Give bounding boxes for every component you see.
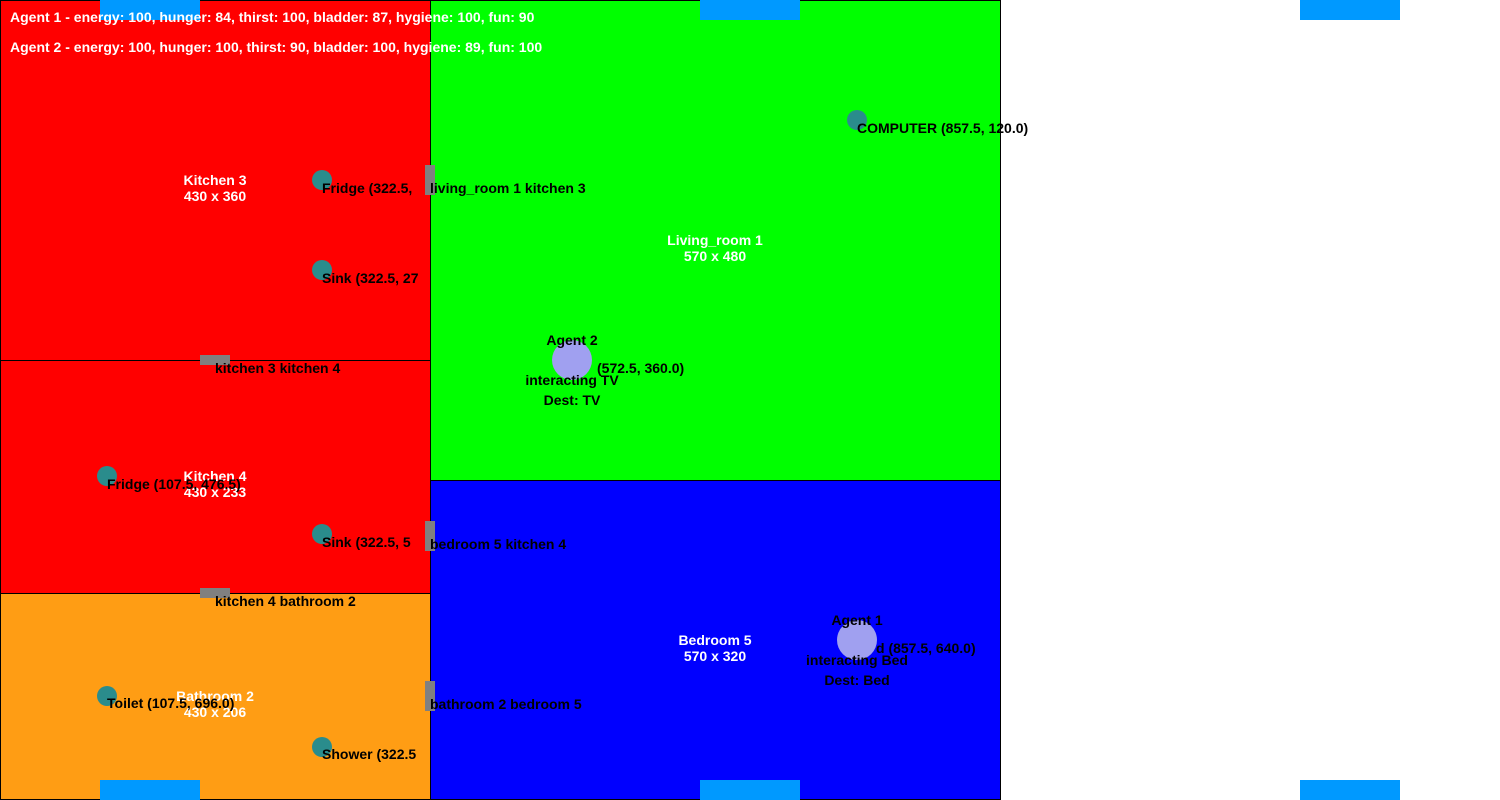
door-label-living-kitchen-3: living_room 1 kitchen 3 — [430, 180, 586, 196]
door-label-kitchen-3-kitchen-4: kitchen 3 kitchen 4 — [215, 360, 341, 376]
window-top-2 — [700, 0, 800, 20]
agent-1-avatar[interactable] — [837, 620, 877, 660]
fridge-kitchen-3-label: Fridge (322.5, — [322, 180, 413, 196]
window-bottom-1 — [100, 780, 200, 800]
fridge-kitchen-3-dot[interactable] — [312, 170, 332, 190]
door-label-kitchen-4-bathroom-2: kitchen 4 bathroom 2 — [215, 593, 356, 609]
room-kitchen-4 — [0, 360, 431, 594]
agent-1-coord: d (857.5, 640.0) — [876, 640, 976, 656]
room-living-room-1 — [430, 0, 1001, 481]
kitchen-3-label: Kitchen 3 430 x 360 — [183, 172, 246, 204]
shower-label: Shower (322.5 — [322, 746, 417, 762]
living-room-1-size: 570 x 480 — [683, 248, 747, 264]
bathroom-2-name: Bathroom 2 — [176, 688, 254, 704]
bathroom-2-size: 430 x 206 — [183, 704, 247, 720]
room-bedroom-5 — [430, 480, 1001, 800]
window-bottom-3 — [1300, 780, 1400, 800]
bathroom-2-label: Bathroom 2 430 x 206 — [176, 688, 254, 720]
kitchen-3-name: Kitchen 3 — [183, 172, 247, 188]
window-top-3 — [1300, 0, 1400, 20]
door-label-bedroom-5-kitchen-4: bedroom 5 kitchen 4 — [430, 536, 567, 552]
kitchen-3-size: 430 x 360 — [183, 188, 247, 204]
fridge-kitchen-4-label: Fridge (107.5, 476.5) — [107, 476, 241, 492]
door-label-bathroom-2-bedroom-5: bathroom 2 bedroom 5 — [430, 696, 582, 712]
computer-dot[interactable] — [847, 110, 867, 130]
door-kitchen-4-bathroom-2[interactable] — [200, 588, 230, 598]
shower-dot[interactable] — [312, 737, 332, 757]
toilet-label: Toilet (107.5, 696.0) — [107, 695, 235, 711]
sink-kitchen-3-dot[interactable] — [312, 260, 332, 280]
agent-2-state: interacting TV — [525, 372, 619, 388]
living-room-1-name: Living_room 1 — [667, 232, 763, 248]
kitchen-4-label: Kitchen 4 430 x 233 — [183, 468, 246, 500]
kitchen-4-name: Kitchen 4 — [183, 468, 247, 484]
sink-kitchen-4-dot[interactable] — [312, 524, 332, 544]
bedroom-5-size: 570 x 320 — [683, 648, 747, 664]
kitchen-4-size: 430 x 233 — [183, 484, 247, 500]
computer-label: COMPUTER (857.5, 120.0) — [857, 120, 1029, 136]
door-kitchen-3-kitchen-4[interactable] — [200, 355, 230, 365]
bedroom-5-name: Bedroom 5 — [678, 632, 752, 648]
agent-2-status: Agent 2 - energy: 100, hunger: 100, thir… — [10, 39, 543, 55]
sink-kitchen-4-label: Sink (322.5, 5 — [322, 534, 411, 550]
window-bottom-2 — [700, 780, 800, 800]
door-bedroom-5-kitchen-4[interactable] — [425, 521, 435, 551]
fridge-kitchen-4-dot[interactable] — [97, 466, 117, 486]
window-top-1 — [100, 0, 200, 20]
agent-2-avatar[interactable] — [552, 340, 592, 380]
room-kitchen-3 — [0, 0, 431, 361]
agent-1-state: interacting Bed — [806, 652, 908, 668]
agent-2-coord: (572.5, 360.0) — [597, 360, 685, 376]
door-living-kitchen-3[interactable] — [425, 165, 435, 195]
agent-1-name: Agent 1 — [831, 612, 883, 628]
bedroom-5-label: Bedroom 5 570 x 320 — [678, 632, 751, 664]
agent-2-dest: Dest: TV — [543, 392, 601, 408]
agent-1-status: Agent 1 - energy: 100, hunger: 84, thirs… — [10, 9, 535, 25]
sink-kitchen-3-label: Sink (322.5, 27 — [322, 270, 419, 286]
agent-2-name: Agent 2 — [546, 332, 598, 348]
toilet-dot[interactable] — [97, 686, 117, 706]
agent-1-dest: Dest: Bed — [824, 672, 890, 688]
door-bathroom-2-bedroom-5[interactable] — [425, 681, 435, 711]
living-room-1-label: Living_room 1 570 x 480 — [667, 232, 763, 264]
